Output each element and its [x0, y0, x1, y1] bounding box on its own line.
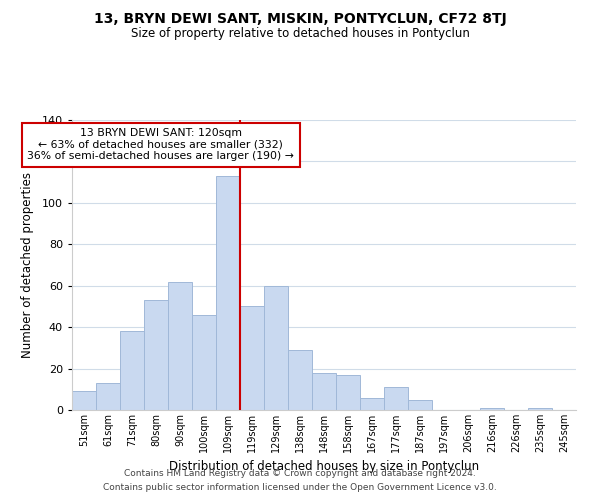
Bar [72, 392, 96, 410]
Bar [120, 332, 144, 410]
Bar [240, 306, 264, 410]
Y-axis label: Number of detached properties: Number of detached properties [20, 172, 34, 358]
Bar [384, 387, 408, 410]
Bar [96, 383, 120, 410]
Bar [312, 372, 336, 410]
Bar [216, 176, 240, 410]
Text: Contains HM Land Registry data © Crown copyright and database right 2024.: Contains HM Land Registry data © Crown c… [124, 468, 476, 477]
Bar [288, 350, 312, 410]
Bar [360, 398, 384, 410]
Bar [192, 314, 216, 410]
Text: Contains public sector information licensed under the Open Government Licence v3: Contains public sector information licen… [103, 484, 497, 492]
Bar [264, 286, 288, 410]
Bar [144, 300, 168, 410]
Bar [408, 400, 432, 410]
Bar [480, 408, 504, 410]
Bar [528, 408, 552, 410]
Text: Size of property relative to detached houses in Pontyclun: Size of property relative to detached ho… [131, 28, 469, 40]
X-axis label: Distribution of detached houses by size in Pontyclun: Distribution of detached houses by size … [169, 460, 479, 473]
Text: 13 BRYN DEWI SANT: 120sqm
← 63% of detached houses are smaller (332)
36% of semi: 13 BRYN DEWI SANT: 120sqm ← 63% of detac… [28, 128, 294, 162]
Bar [336, 375, 360, 410]
Bar [168, 282, 192, 410]
Text: 13, BRYN DEWI SANT, MISKIN, PONTYCLUN, CF72 8TJ: 13, BRYN DEWI SANT, MISKIN, PONTYCLUN, C… [94, 12, 506, 26]
